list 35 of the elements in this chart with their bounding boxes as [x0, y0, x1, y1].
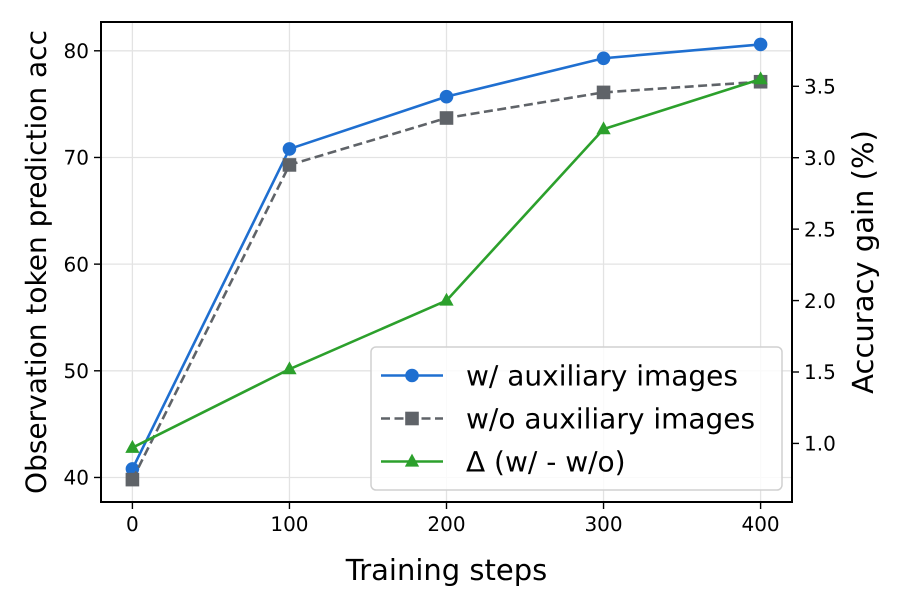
point [125, 440, 140, 453]
point [282, 361, 297, 374]
y2-tick-label: 3.5 [804, 74, 836, 98]
point [440, 90, 454, 104]
point [753, 71, 768, 84]
x-tick-label: 400 [741, 512, 780, 536]
point [596, 51, 610, 66]
point [439, 292, 454, 306]
y2-tick-label: 1.0 [804, 432, 836, 456]
point [754, 38, 768, 52]
y2-axis-title: Accuracy gain (%) [846, 130, 880, 394]
x-tick-label: 0 [126, 512, 139, 536]
y-axis-title: Observation token prediction acc [20, 30, 53, 494]
y-tick-label: 70 [64, 146, 89, 170]
point [596, 86, 610, 100]
legend-label: w/ auxiliary images [466, 359, 738, 392]
legend-label: Δ (w/ - w/o) [466, 445, 626, 478]
legend-label: w/o auxiliary images [466, 402, 756, 436]
y2-tick-label: 2.5 [804, 217, 836, 242]
point [282, 142, 296, 156]
x-tick-label: 300 [584, 512, 623, 536]
y-tick-label: 60 [64, 252, 89, 276]
point [596, 121, 611, 134]
y-tick-label: 50 [64, 359, 89, 383]
y-tick-label: 40 [64, 466, 89, 490]
y2-tick-label: 3.0 [804, 146, 836, 170]
x-axis-title: Training steps [344, 553, 548, 587]
point [282, 158, 296, 172]
y2-tick-label: 1.5 [804, 360, 836, 384]
x-tick-label: 100 [270, 512, 309, 536]
y2-tick-label: 2.0 [804, 288, 836, 313]
y-tick-label: 80 [64, 39, 89, 63]
x-tick-label: 200 [427, 512, 466, 536]
point [126, 472, 140, 486]
point [440, 111, 454, 125]
